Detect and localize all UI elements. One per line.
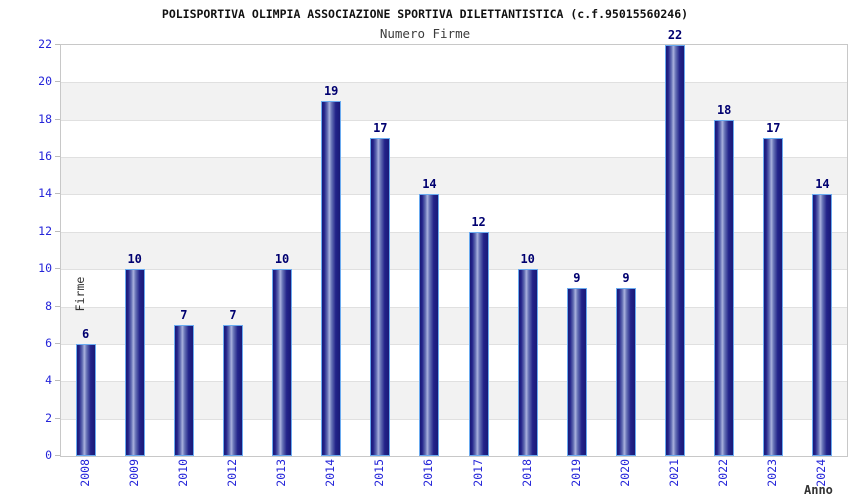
y-tick-mark [55,118,60,120]
bar-value-label: 22 [667,28,683,42]
bar-2008 [75,343,96,456]
chart-title: POLISPORTIVA OLIMPIA ASSOCIAZIONE SPORTI… [161,7,689,21]
bar-2021 [665,45,686,456]
x-axis-title: Anno [804,483,833,497]
bar-2022 [714,119,735,456]
bar-value-label: 6 [81,326,90,341]
bar-value-label: 17 [766,121,781,136]
y-tick-label: 2 [45,410,52,425]
bar-2015 [370,138,391,456]
bar-2017 [468,231,489,456]
bar-2020 [615,287,636,456]
y-tick-label: 20 [38,74,52,89]
plot-area: 6 10 7 7 10 19 17 14 12 10 9 9 22 18 17 14 Firme [60,28,848,457]
bar-2014 [321,101,342,456]
x-tick-label: 2023 [765,459,780,487]
bar-2012 [222,325,243,456]
background-band [61,269,847,307]
y-tick-mark [55,44,60,45]
bar-value-label: 10 [274,252,290,267]
x-tick-label: 2021 [667,459,682,487]
y-tick-label: 0 [45,448,52,462]
background-band [61,194,847,232]
y-tick-mark [55,81,60,83]
y-tick-label: 22 [38,37,52,51]
y-tick-mark [55,305,60,307]
y-tick-label: 12 [38,223,52,238]
y-tick-label: 16 [38,149,52,164]
bar-value-label: 12 [471,214,486,229]
y-tick-label: 8 [45,298,52,313]
bar-2009 [124,269,145,456]
bar-2013 [272,269,293,456]
background-band [61,119,847,158]
x-tick-label: 2010 [175,459,190,487]
background-band [61,82,847,121]
y-tick-mark [55,417,60,419]
x-tick-label: 2017 [470,459,485,487]
y-tick-mark [55,268,60,270]
x-tick-label: 2020 [617,459,632,487]
y-tick-mark [55,156,60,158]
bar-2018 [517,269,538,456]
background-band [61,45,847,82]
x-tick-label: 2014 [323,459,338,487]
y-tick-label: 14 [38,186,52,201]
x-tick-label: 2016 [421,459,436,487]
bar-value-label: 14 [422,177,437,192]
bar-value-label: 10 [127,252,142,267]
y-tick-mark [55,230,60,232]
bar-value-label: 10 [520,252,535,267]
bar-2010 [173,325,194,456]
x-tick-label: 2009 [126,459,141,487]
x-tick-label: 2015 [372,459,387,487]
y-tick-label: 4 [45,373,52,388]
x-tick-label: 2012 [224,459,239,487]
x-tick-label: 2013 [274,459,289,487]
bar-value-label: 7 [229,308,237,323]
bar-value-label: 7 [180,308,188,323]
bar-2023 [763,138,784,456]
y-tick-label: 6 [45,335,52,350]
bar-value-label: 19 [323,84,339,99]
bar-value-label: 17 [373,121,388,136]
background-band [61,418,847,457]
bar-2024 [812,194,833,456]
bar-value-label: 14 [815,177,830,192]
x-tick-label: 2008 [77,459,92,487]
background-band [61,343,847,382]
y-tick-label: 18 [38,111,52,126]
y-tick-mark [55,380,60,382]
y-axis-title: Firme [73,276,87,312]
x-tick-label: 2019 [568,459,583,487]
y-tick-mark [55,455,60,456]
x-tick-label: 2018 [519,459,534,487]
chart-subtitle: Numero Firme [379,26,471,41]
x-tick-label: 2022 [716,459,731,487]
bar-value-label: 18 [716,102,732,117]
y-tick-mark [55,193,60,195]
bar-value-label: 9 [573,270,581,285]
bar-value-label: 9 [622,270,630,285]
bar-2019 [566,287,587,456]
y-tick-label: 10 [38,261,52,276]
y-tick-mark [55,342,60,344]
bar-2016 [419,194,440,456]
